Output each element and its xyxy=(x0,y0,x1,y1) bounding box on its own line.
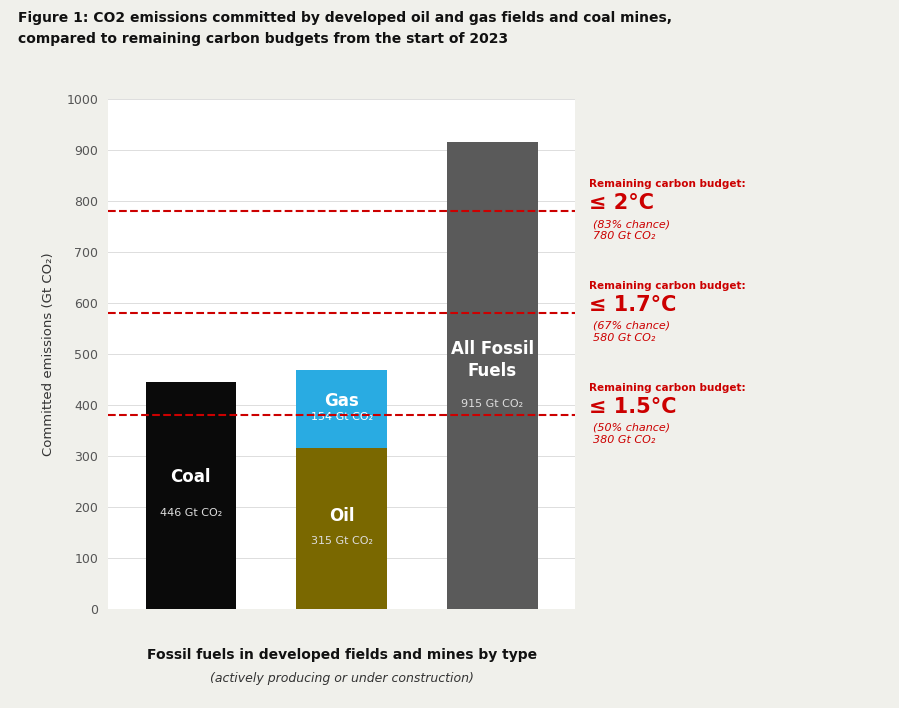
Text: 915 Gt CO₂: 915 Gt CO₂ xyxy=(461,399,523,409)
Text: 315 Gt CO₂: 315 Gt CO₂ xyxy=(311,537,372,547)
Text: Coal: Coal xyxy=(171,468,211,486)
Text: All Fossil
Fuels: All Fossil Fuels xyxy=(451,341,534,380)
Y-axis label: Committed emissions (Gt CO₂): Committed emissions (Gt CO₂) xyxy=(42,252,55,456)
Text: (actively producing or under construction): (actively producing or under constructio… xyxy=(209,672,474,685)
Bar xyxy=(297,448,387,609)
Text: Remaining carbon budget:: Remaining carbon budget: xyxy=(589,281,745,291)
Text: 154 Gt CO₂: 154 Gt CO₂ xyxy=(310,412,373,422)
Bar xyxy=(146,382,236,609)
Text: compared to remaining carbon budgets from the start of 2023: compared to remaining carbon budgets fro… xyxy=(18,32,508,46)
Text: Remaining carbon budget:: Remaining carbon budget: xyxy=(589,383,745,393)
Text: (83% chance): (83% chance) xyxy=(593,219,671,229)
Text: Oil: Oil xyxy=(329,507,354,525)
Text: Gas: Gas xyxy=(325,392,359,410)
Text: ≤ 1.7°C: ≤ 1.7°C xyxy=(589,295,676,315)
Text: (50% chance): (50% chance) xyxy=(593,423,671,433)
Text: ≤ 1.5°C: ≤ 1.5°C xyxy=(589,396,676,417)
Text: Figure 1: CO2 emissions committed by developed oil and gas fields and coal mines: Figure 1: CO2 emissions committed by dev… xyxy=(18,11,672,25)
Text: Remaining carbon budget:: Remaining carbon budget: xyxy=(589,179,745,189)
Text: 446 Gt CO₂: 446 Gt CO₂ xyxy=(160,508,222,518)
Text: 780 Gt CO₂: 780 Gt CO₂ xyxy=(593,231,655,241)
Bar xyxy=(447,142,538,609)
Text: ≤ 2°C: ≤ 2°C xyxy=(589,193,654,213)
Text: 580 Gt CO₂: 580 Gt CO₂ xyxy=(593,333,655,343)
Text: 380 Gt CO₂: 380 Gt CO₂ xyxy=(593,435,655,445)
Text: (67% chance): (67% chance) xyxy=(593,321,671,331)
Text: Fossil fuels in developed fields and mines by type: Fossil fuels in developed fields and min… xyxy=(147,648,537,662)
Bar xyxy=(297,370,387,448)
